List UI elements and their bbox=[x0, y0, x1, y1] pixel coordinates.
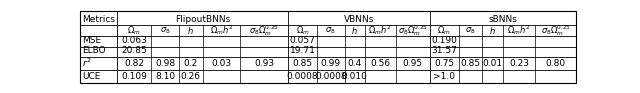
Text: 0.057: 0.057 bbox=[289, 36, 316, 45]
Text: 0.98: 0.98 bbox=[155, 59, 175, 68]
Text: $\Omega_m h^2$: $\Omega_m h^2$ bbox=[210, 24, 234, 37]
Text: $\Omega_m$: $\Omega_m$ bbox=[296, 24, 309, 37]
Text: $\sigma_8$: $\sigma_8$ bbox=[325, 25, 336, 36]
Text: $h$: $h$ bbox=[188, 25, 194, 36]
Text: 8.10: 8.10 bbox=[155, 72, 175, 81]
Text: 0.2: 0.2 bbox=[184, 59, 198, 68]
Text: 19.71: 19.71 bbox=[289, 46, 316, 55]
Text: 31.57: 31.57 bbox=[431, 46, 457, 55]
Text: 0.0008: 0.0008 bbox=[287, 72, 318, 81]
Text: $h$: $h$ bbox=[351, 25, 358, 36]
Text: 0.93: 0.93 bbox=[254, 59, 275, 68]
Text: $h$: $h$ bbox=[489, 25, 496, 36]
Text: 0.82: 0.82 bbox=[124, 59, 144, 68]
Text: $\Omega_m$: $\Omega_m$ bbox=[437, 24, 451, 37]
Text: $\Omega_m h^2$: $\Omega_m h^2$ bbox=[369, 24, 392, 37]
Text: 0.75: 0.75 bbox=[435, 59, 454, 68]
Text: 0.010: 0.010 bbox=[342, 72, 368, 81]
Text: $\sigma_8\Omega_m^{0.25}$: $\sigma_8\Omega_m^{0.25}$ bbox=[397, 23, 428, 38]
Text: UCE: UCE bbox=[82, 72, 100, 81]
Text: sBNNs: sBNNs bbox=[488, 15, 517, 24]
Text: >1.0: >1.0 bbox=[433, 72, 455, 81]
Text: 0.85: 0.85 bbox=[461, 59, 481, 68]
Text: $\sigma_8$: $\sigma_8$ bbox=[160, 25, 170, 36]
Text: 0.0008: 0.0008 bbox=[315, 72, 346, 81]
Text: $\Omega_m$: $\Omega_m$ bbox=[127, 24, 141, 37]
Text: $r^2$: $r^2$ bbox=[82, 57, 92, 69]
Text: 0.85: 0.85 bbox=[292, 59, 312, 68]
Text: VBNNs: VBNNs bbox=[344, 15, 374, 24]
Text: 0.99: 0.99 bbox=[321, 59, 340, 68]
Text: $\sigma_8\Omega_m^{0.25}$: $\sigma_8\Omega_m^{0.25}$ bbox=[541, 23, 570, 38]
Text: MSE: MSE bbox=[82, 36, 101, 45]
Text: $\sigma_8\Omega_m^{0.25}$: $\sigma_8\Omega_m^{0.25}$ bbox=[250, 23, 279, 38]
Text: 0.95: 0.95 bbox=[403, 59, 423, 68]
Text: 0.190: 0.190 bbox=[431, 36, 457, 45]
Text: $\Omega_m h^2$: $\Omega_m h^2$ bbox=[507, 24, 531, 37]
Text: 0.063: 0.063 bbox=[122, 36, 147, 45]
Text: 0.56: 0.56 bbox=[370, 59, 390, 68]
Text: 20.85: 20.85 bbox=[122, 46, 147, 55]
Text: 0.01: 0.01 bbox=[483, 59, 502, 68]
Text: $\sigma_8$: $\sigma_8$ bbox=[465, 25, 476, 36]
Text: 0.80: 0.80 bbox=[545, 59, 566, 68]
Text: 0.23: 0.23 bbox=[509, 59, 529, 68]
Text: 0.03: 0.03 bbox=[212, 59, 232, 68]
Text: FlipoutBNNs: FlipoutBNNs bbox=[175, 15, 230, 24]
Text: 0.26: 0.26 bbox=[180, 72, 201, 81]
Text: 0.4: 0.4 bbox=[348, 59, 362, 68]
Text: ELBO: ELBO bbox=[82, 46, 106, 55]
Text: Metrics: Metrics bbox=[82, 15, 115, 24]
Text: 0.109: 0.109 bbox=[122, 72, 147, 81]
